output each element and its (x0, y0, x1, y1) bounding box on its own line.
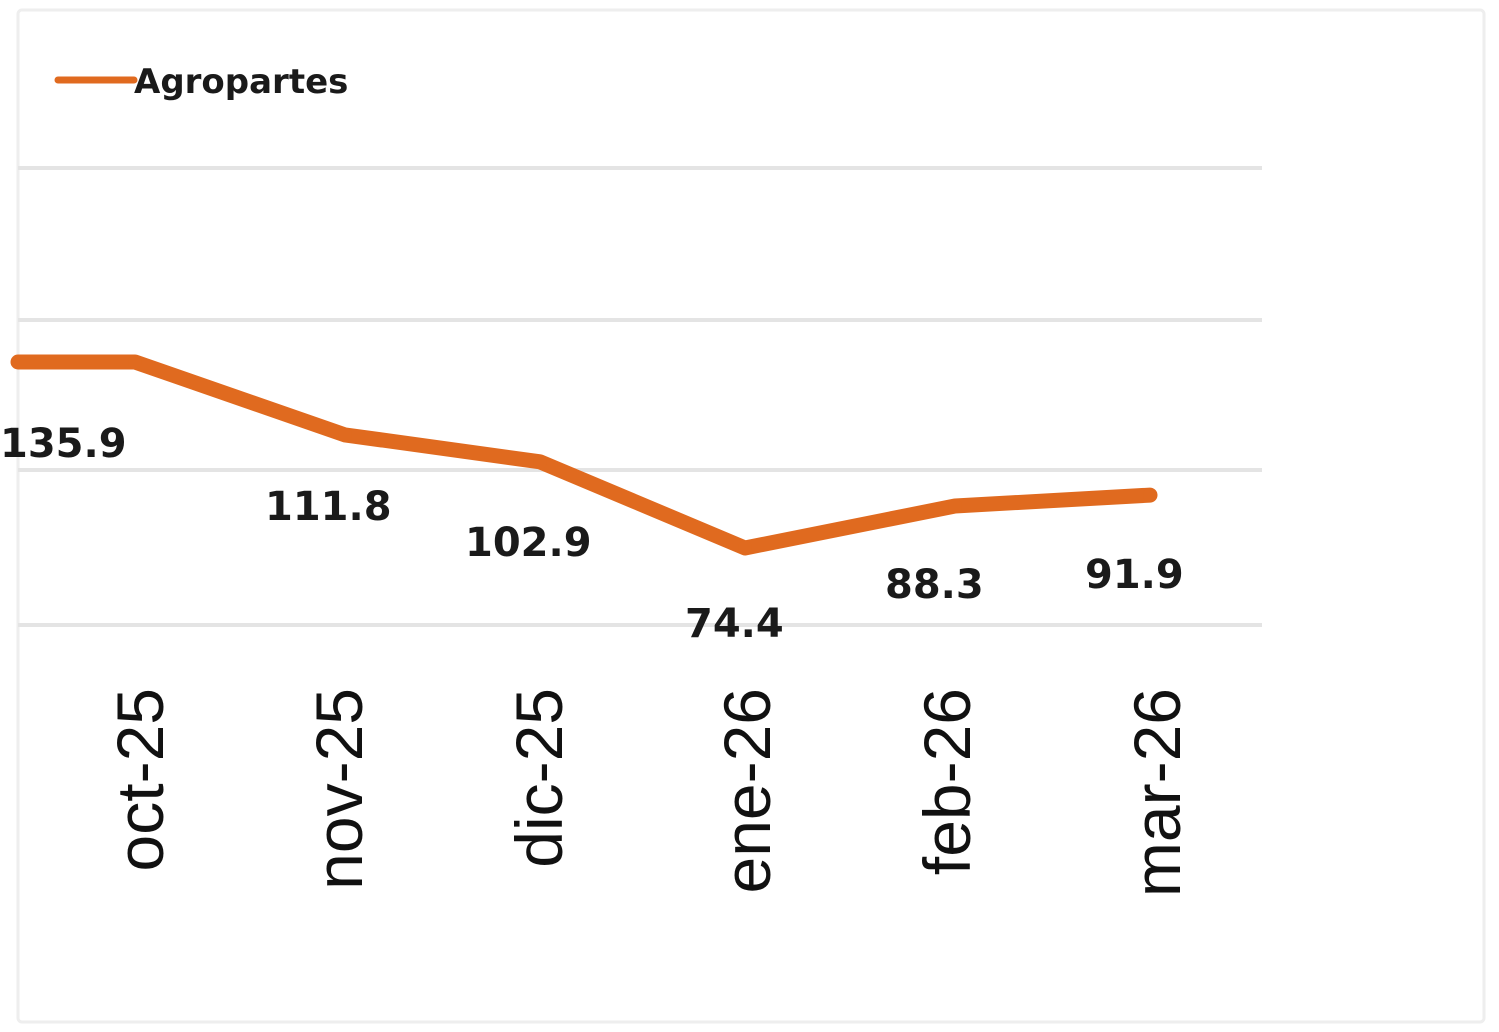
data-label-dic-25: 102.9 (465, 520, 592, 566)
data-point-feb-26 (948, 499, 962, 513)
gridlines (18, 166, 1262, 627)
data-point-nov-25 (338, 427, 352, 442)
legend-label-agropartes: Agropartes (134, 62, 348, 102)
x-tick-dic-25: dic-25 (502, 688, 576, 868)
data-label-ene-26: 74.4 (685, 601, 784, 647)
data-label-mar-26: 91.9 (1085, 552, 1184, 598)
data-labels: 135.9 111.8 102.9 74.4 88.3 91.9 (0, 421, 1184, 647)
data-point-oct-25 (128, 355, 142, 369)
x-tick-ene-26: ene-26 (710, 688, 784, 894)
x-tick-oct-25: oct-25 (103, 688, 177, 871)
legend: Agropartes (54, 62, 348, 102)
data-label-feb-26: 88.3 (885, 562, 984, 608)
x-tick-nov-25: nov-25 (302, 688, 376, 890)
series-layer (10, 354, 1158, 556)
data-point-mar-26 (1143, 488, 1157, 503)
data-label-nov-25: 111.8 (265, 484, 392, 530)
x-tick-feb-26: feb-26 (910, 688, 984, 875)
data-point-ene-26 (738, 541, 752, 555)
x-axis-ticks: oct-25 nov-25 dic-25 ene-26 feb-26 mar-26 (103, 688, 1194, 897)
plot-area-border (16, 8, 1486, 1024)
x-tick-mar-26: mar-26 (1120, 688, 1194, 897)
chart-frame (16, 8, 1486, 1024)
data-label-oct-25: 135.9 (0, 421, 127, 467)
data-point-dic-25 (533, 454, 547, 469)
